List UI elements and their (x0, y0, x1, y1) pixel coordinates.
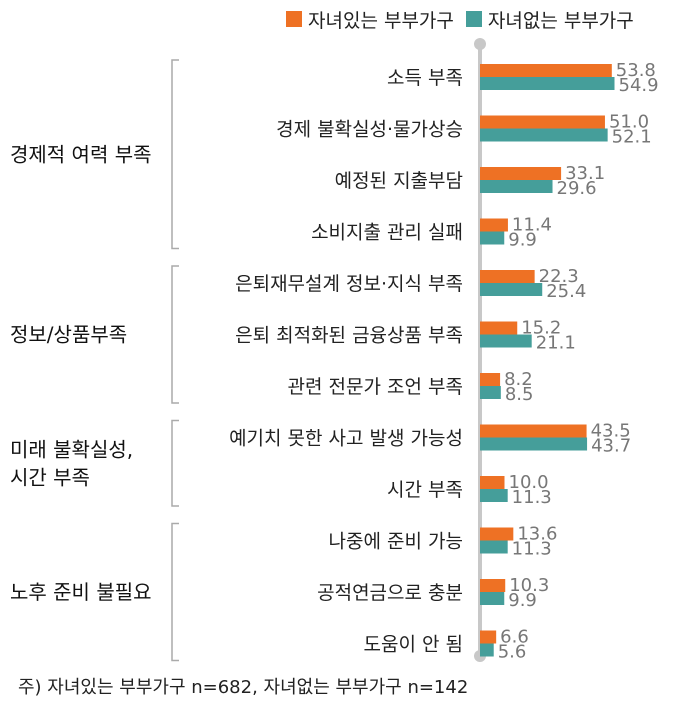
legend-label-with-children: 자녀있는 부부가구 (308, 9, 454, 32)
bar-without-children (480, 386, 501, 399)
bar-without-children (480, 231, 505, 245)
group-label: 경제적 여력 부족 (10, 142, 152, 166)
value-label-without-children: 9.9 (508, 230, 537, 251)
value-label-without-children: 8.5 (505, 384, 534, 405)
value-label-with-children: 6.6 (500, 627, 529, 648)
value-label-without-children: 25.4 (546, 281, 586, 302)
category-label: 공적연금으로 충분 (317, 582, 463, 604)
value-label-without-children: 5.6 (498, 642, 527, 663)
value-label-with-children: 13.6 (517, 524, 557, 545)
category-label: 소득 부족 (387, 67, 463, 89)
bar-without-children (480, 592, 505, 605)
category-label: 나중에 준비 가능 (329, 531, 463, 553)
bar-without-children (480, 643, 494, 657)
bar-without-children (480, 489, 508, 502)
category-label: 예기치 못한 사고 발생 가능성 (229, 428, 463, 450)
legend-label-without-children: 자녀없는 부부가구 (487, 9, 634, 32)
group-bracket (171, 522, 179, 662)
legend: 자녀있는 부부가구 자녀없는 부부가구 (286, 4, 634, 34)
bar-with-children (480, 527, 514, 541)
legend-item-without-children: 자녀없는 부부가구 (465, 6, 634, 33)
bar-with-children (480, 476, 505, 489)
value-label-with-children: 22.3 (539, 266, 579, 287)
bar-with-children (480, 630, 497, 644)
value-label-with-children: 33.1 (565, 163, 605, 184)
axis-top-dot (474, 38, 486, 50)
value-label-without-children: 11.3 (512, 539, 552, 560)
bar-without-children (480, 128, 608, 142)
bar-with-children (480, 579, 506, 592)
category-label: 경제 불확실성·물가상승 (276, 119, 463, 141)
group-bracket (171, 59, 179, 250)
bar-without-children (480, 540, 508, 554)
bar-with-children (480, 115, 605, 129)
group-bracket (171, 265, 179, 404)
value-label-with-children: 51.0 (609, 112, 649, 133)
value-label-with-children: 53.8 (616, 60, 656, 81)
category-label: 도움이 안 됨 (364, 634, 463, 656)
bar-with-children (480, 373, 501, 386)
value-label-without-children: 54.9 (619, 75, 659, 96)
legend-item-with-children: 자녀있는 부부가구 (286, 6, 454, 33)
category-label: 소비지출 관리 실패 (311, 222, 463, 244)
value-label-with-children: 8.2 (504, 369, 533, 390)
category-label: 예정된 지출부담 (335, 170, 463, 192)
value-label-without-children: 21.1 (536, 333, 576, 354)
group-label: 노후 준비 불필요 (10, 580, 152, 604)
bar-without-children (480, 77, 615, 90)
bar-without-children (480, 334, 532, 348)
category-label: 관련 전문가 조언 부족 (288, 376, 463, 398)
category-label: 은퇴재무설계 정보·지식 부족 (235, 273, 463, 295)
group-bracket (171, 419, 179, 507)
value-label-with-children: 10.0 (509, 472, 549, 493)
bar-with-children (480, 218, 508, 232)
value-label-with-children: 11.4 (512, 215, 552, 236)
group-label: 미래 불확실성, (10, 437, 133, 461)
footnote: 주) 자녀있는 부부가구 n=682, 자녀없는 부부가구 n=142 (18, 677, 469, 698)
legend-swatch-with-children (286, 11, 302, 27)
value-label-without-children: 29.6 (557, 178, 597, 199)
bar-with-children (480, 270, 535, 283)
bar-with-children (480, 424, 587, 438)
bar-without-children (480, 180, 553, 193)
group-label: 정보/상품부족 (10, 323, 127, 347)
value-label-with-children: 10.3 (509, 575, 549, 596)
bar-with-children (480, 64, 612, 77)
bar-with-children (480, 167, 562, 180)
value-label-without-children: 52.1 (612, 127, 652, 148)
category-label: 은퇴 최적화된 금융상품 부족 (235, 325, 463, 347)
category-label: 시간 부족 (387, 479, 463, 501)
value-label-without-children: 43.7 (591, 436, 631, 457)
value-label-without-children: 11.3 (512, 487, 552, 508)
bar-without-children (480, 283, 543, 296)
value-label-with-children: 15.2 (521, 318, 561, 339)
bar-with-children (480, 321, 518, 335)
value-label-without-children: 9.9 (508, 590, 537, 611)
legend-swatch-without-children (465, 11, 482, 27)
bar-without-children (480, 437, 588, 451)
value-label-with-children: 43.5 (591, 421, 631, 442)
group-label: 시간 부족 (10, 465, 90, 489)
